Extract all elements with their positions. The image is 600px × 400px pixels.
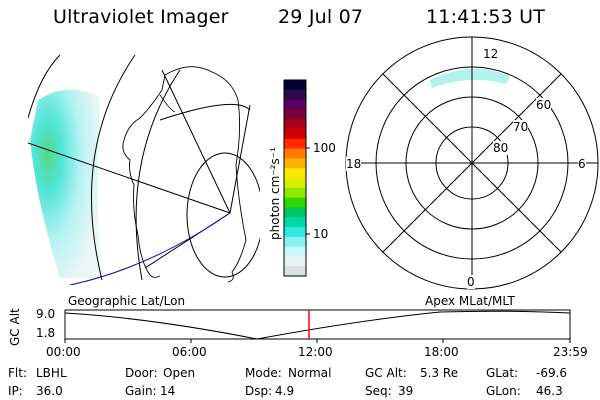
footer-value: 4.9 (275, 384, 295, 398)
timeline-ymin: 1.8 (36, 326, 56, 340)
time-label: 11:41:53 UT (426, 6, 546, 28)
colorbar-swatch (284, 178, 306, 189)
colorbar-tick-10: 10 (313, 227, 329, 241)
polar-label-70: 70 (513, 120, 529, 134)
footer-value: 5.3 Re (420, 366, 459, 380)
timeline-right-caption: Apex MLat/MLT (425, 294, 515, 308)
footer-label: Seq: (365, 384, 392, 398)
footer-label: GLon: (486, 384, 521, 398)
colorbar-swatch (284, 89, 306, 101)
timeline-left-caption: Geographic Lat/Lon (68, 294, 186, 308)
instrument-title: Ultraviolet Imager (53, 6, 229, 28)
colorbar-swatch (284, 197, 306, 208)
footer-label: GLat: (486, 366, 519, 380)
footer-label: Dsp: (245, 384, 273, 398)
colorbar-swatch (284, 207, 306, 218)
xtick-0: 00:00 (46, 345, 81, 359)
colorbar-swatch (284, 129, 306, 140)
footer-value: Normal (288, 366, 332, 380)
footer-value: -69.6 (536, 366, 568, 380)
polar-label-60: 60 (536, 98, 552, 112)
footer-label: IP: (8, 384, 23, 398)
footer-label: Gain: (125, 384, 157, 398)
xtick-1: 06:00 (172, 345, 207, 359)
polar-label-6: 6 (578, 157, 586, 171)
colorbar-swatch (284, 256, 306, 267)
colorbar-swatch (284, 217, 306, 228)
colorbar-tick-100: 100 (313, 141, 336, 155)
footer-value: Open (163, 366, 196, 380)
footer-value: 14 (160, 384, 176, 398)
aurora-emission (30, 89, 102, 278)
colorbar-swatch (284, 227, 306, 238)
polar-label-80: 80 (493, 141, 509, 155)
footer-value: 46.3 (536, 384, 563, 398)
colorbar-swatch (284, 266, 306, 277)
colorbar-swatch (284, 119, 306, 130)
footer-value: 36.0 (36, 384, 63, 398)
timeline-ymax: 9.0 (36, 307, 56, 321)
xtick-3: 18:00 (424, 345, 459, 359)
xtick-4: 23:59 (553, 345, 588, 359)
polar-label-12: 12 (483, 47, 499, 61)
polar-label-0: 0 (467, 275, 475, 289)
footer-label: Door: (125, 366, 158, 380)
footer-value: 39 (398, 384, 414, 398)
footer-value: LBHL (36, 366, 67, 380)
colorbar-swatch (284, 80, 306, 91)
altitude-curve (64, 310, 571, 340)
xtick-2: 12:00 (298, 345, 333, 359)
polar-aurora (430, 68, 510, 88)
colorbar-swatch (284, 246, 306, 257)
colorbar-swatch (284, 187, 306, 199)
coastline (122, 66, 247, 283)
colorbar-swatch (284, 99, 306, 110)
colorbar-swatch (284, 138, 306, 150)
footer-label: Flt: (8, 366, 27, 380)
footer-label: GC Alt: (365, 366, 407, 380)
colorbar-swatch (284, 158, 306, 169)
spacecraft-track (69, 212, 231, 285)
colorbar-swatch (284, 148, 306, 159)
colorbar-swatch (284, 168, 306, 179)
colorbar-swatch (284, 236, 306, 248)
date-label: 29 Jul 07 (278, 6, 364, 28)
footer-label: Mode: (245, 366, 282, 380)
polar-label-18: 18 (346, 157, 362, 171)
colorbar-swatch (284, 109, 306, 120)
